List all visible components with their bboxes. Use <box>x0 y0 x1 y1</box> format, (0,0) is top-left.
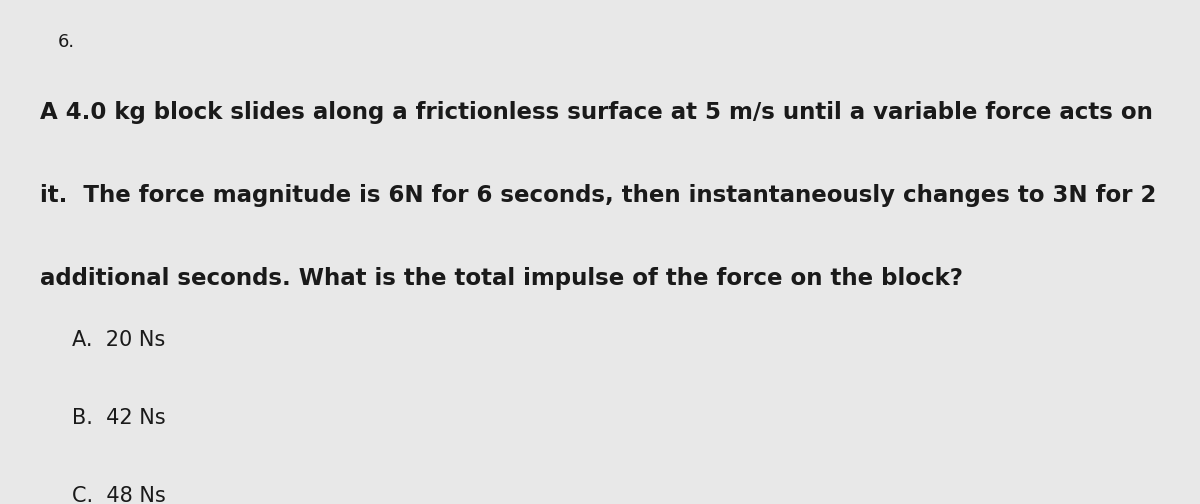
Text: A 4.0 kg block slides along a frictionless surface at 5 m/s until a variable for: A 4.0 kg block slides along a frictionle… <box>40 101 1152 124</box>
Text: B.  42 Ns: B. 42 Ns <box>72 408 166 428</box>
Text: A.  20 Ns: A. 20 Ns <box>72 330 166 350</box>
Text: 6.: 6. <box>58 33 74 51</box>
Text: C.  48 Ns: C. 48 Ns <box>72 486 166 504</box>
Text: it.  The force magnitude is 6N for 6 seconds, then instantaneously changes to 3N: it. The force magnitude is 6N for 6 seco… <box>40 184 1156 207</box>
Text: additional seconds. What is the total impulse of the force on the block?: additional seconds. What is the total im… <box>40 267 962 290</box>
